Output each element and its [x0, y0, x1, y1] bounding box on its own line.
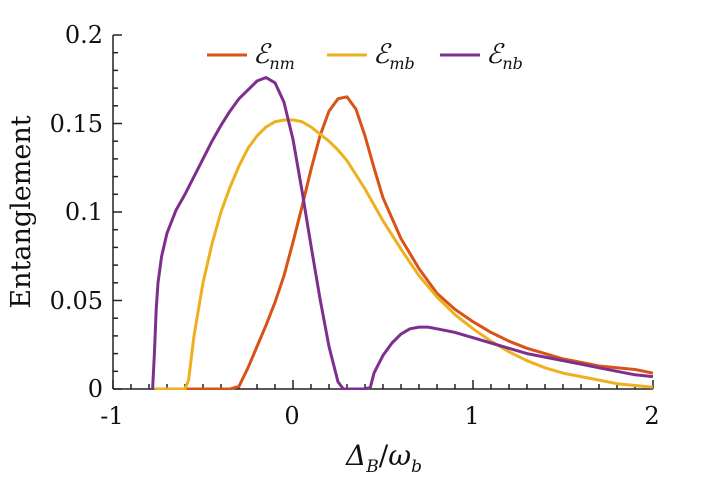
series-group — [151, 76, 653, 390]
y-tick-label-0.15: 0.15 — [50, 110, 103, 138]
y-axis-label: Entanglement — [6, 115, 37, 308]
y-tick-label-0.1: 0.1 — [65, 198, 103, 226]
series-line-e-nm — [185, 95, 653, 390]
x-tick-label-0: 0 — [284, 402, 299, 430]
y-tick-label-0: 0 — [88, 375, 103, 403]
legend-label-e-mb: ℰmb — [373, 39, 415, 73]
y-tick-label-0.05: 0.05 — [50, 287, 103, 315]
series-line-e-mb — [154, 118, 653, 390]
legend-label-e-nm: ℰnm — [253, 39, 295, 73]
legend-label-e-nb: ℰnb — [486, 39, 523, 73]
x-axis-label: ΔB/ωb — [345, 439, 422, 477]
x-tick-labels: -1 0 1 2 — [100, 402, 659, 430]
y-tick-labels: 0 0.05 0.1 0.15 0.2 — [50, 21, 103, 403]
x-tick-label-2: 2 — [644, 402, 659, 430]
x-tick-label-1: 1 — [464, 402, 479, 430]
series-line-e-nb — [151, 76, 653, 390]
x-tick-label--1: -1 — [100, 402, 123, 430]
y-tick-label-0.2: 0.2 — [65, 21, 103, 49]
legend: ℰnm ℰmb ℰnb — [207, 39, 523, 73]
